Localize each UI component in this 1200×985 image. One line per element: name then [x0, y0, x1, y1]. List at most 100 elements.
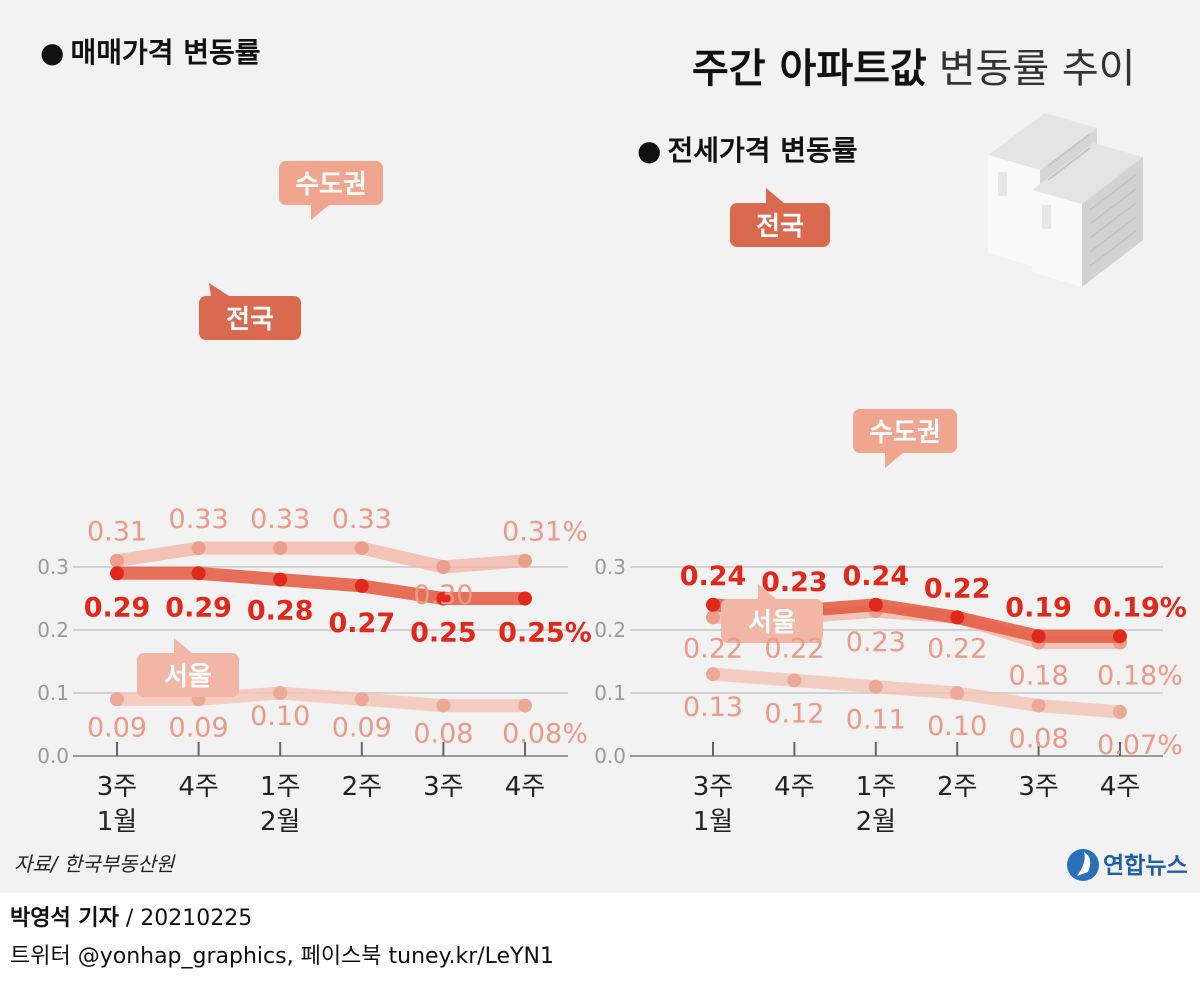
data-label: 0.18: [1009, 661, 1069, 692]
data-label: 0.31: [87, 517, 147, 548]
infographic-title: 주간 아파트값 변동률 추이: [692, 46, 1135, 92]
series-name-label: 서울: [164, 662, 212, 692]
x-tick-label: 4주: [774, 772, 814, 802]
sales-price-chart: ● 매매가격 변동률 0.0 0.1 0.2 0.3 3주 4주 1주 2주 3주 4주 1월 2월 0.0…: [37, 36, 592, 837]
data-point: [436, 591, 451, 606]
data-label: 0.28: [247, 596, 314, 627]
data-point: [110, 692, 124, 707]
x-tick-label: 3주: [1018, 772, 1058, 802]
data-point: [518, 553, 532, 568]
data-point: [518, 698, 532, 713]
data-label: 0.29: [84, 592, 151, 623]
series-line: [110, 686, 532, 713]
data-label: 0.33: [250, 504, 310, 535]
data-label: 0.12: [764, 698, 824, 729]
publish-date: 20210225: [140, 906, 253, 931]
data-label: 0.07%: [1097, 730, 1183, 761]
data-point: [706, 610, 720, 625]
bullet-icon: ●: [40, 36, 64, 69]
data-label: 0.09: [87, 712, 147, 743]
data-point: [1113, 704, 1127, 719]
data-label: 0.33: [332, 504, 392, 535]
reporter-sep: /: [125, 906, 134, 931]
y-tick-label: 0.0: [594, 744, 626, 768]
data-label: 0.08: [413, 719, 473, 750]
data-point: [354, 692, 369, 707]
data-label: 0.23: [846, 627, 906, 658]
data-point: [868, 679, 883, 694]
data-label: 0.29: [165, 592, 232, 623]
y-tick-label: 0.1: [37, 681, 69, 705]
series-name-label: 수도권: [869, 418, 941, 448]
x-tick-label: 3주: [97, 772, 137, 802]
logo-text: 연합뉴스: [1103, 853, 1188, 879]
data-label: 0.09: [332, 712, 392, 743]
data-label: 0.27: [328, 608, 395, 639]
data-point: [191, 566, 206, 581]
data-label: 0.25: [410, 618, 477, 649]
source-note: 자료/ 한국부동산원: [14, 852, 176, 876]
series-line: [110, 566, 532, 605]
data-point: [436, 560, 451, 574]
data-label: 0.24: [680, 561, 747, 592]
data-point: [706, 667, 720, 682]
data-point: [950, 610, 965, 625]
sns-line: 트위터 @yonhap_graphics, 페이스북 tuney.kr/LeYN…: [10, 944, 554, 969]
data-point: [706, 597, 720, 612]
data-label: 0.19: [1005, 592, 1072, 623]
x-tick-label: 2주: [937, 772, 977, 802]
y-tick-label: 0.1: [594, 681, 626, 705]
data-point: [1113, 629, 1127, 644]
data-point: [1031, 698, 1046, 713]
series-name-label: 전국: [226, 305, 274, 335]
y-tick-label: 0.3: [594, 555, 626, 579]
series-name-badge: 서울: [721, 584, 823, 643]
data-point: [787, 673, 802, 688]
chart-title: ● 전세가격 변동률: [637, 134, 858, 167]
data-point: [110, 566, 124, 581]
data-label: 0.11: [846, 705, 906, 736]
series-name-label: 전국: [756, 212, 804, 242]
data-point: [273, 572, 288, 587]
data-label: 0.10: [927, 711, 987, 742]
data-label: 0.33: [169, 504, 229, 535]
charts-canvas: ● 매매가격 변동률 0.0 0.1 0.2 0.3 3주 4주 1주 2주 3주 4주 1월 2월 0.0…: [14, 36, 1188, 881]
series-name-label: 서울: [748, 608, 796, 638]
data-label: 0.19%: [1093, 592, 1187, 623]
data-point: [1031, 629, 1046, 644]
x-tick-label: 4주: [1100, 772, 1140, 802]
x-tick-label: 3주: [423, 772, 463, 802]
data-label: 0.22: [927, 633, 987, 664]
y-tick-label: 0.2: [37, 618, 69, 642]
data-point: [518, 591, 532, 606]
reporter-line: 박영석 기자 / 20210225: [10, 900, 252, 932]
x-month-label: 1월: [97, 807, 137, 837]
data-point: [273, 686, 288, 700]
series-name-badge: 수도권: [279, 161, 383, 220]
series-name-label: 수도권: [295, 170, 367, 200]
series-name-badge: 수도권: [853, 409, 957, 468]
reporter-name: 박영석 기자: [10, 906, 119, 931]
data-label: 0.22: [924, 573, 991, 604]
x-month-label: 1월: [693, 807, 733, 837]
x-tick-label: 4주: [178, 772, 218, 802]
jeonse-price-chart: ● 전세가격 변동률 0.0 0.1 0.2 0.3 3주 4주 1주 2주 3주 4주 1월 2월 0.1…: [594, 134, 1187, 837]
data-point: [354, 541, 369, 556]
y-tick-label: 0.2: [594, 618, 626, 642]
series-line: [706, 667, 1127, 719]
data-label: 0.25%: [498, 618, 592, 649]
data-label: 0.13: [683, 692, 743, 723]
chart-title: ● 매매가격 변동률: [40, 36, 261, 69]
x-tick-label: 4주: [505, 772, 545, 802]
data-label: 0.09: [169, 712, 229, 743]
x-tick-label: 1주: [260, 772, 300, 802]
data-label: 0.30: [413, 580, 473, 611]
data-point: [273, 541, 288, 556]
x-tick-label: 2주: [342, 772, 382, 802]
data-label: 0.24: [842, 561, 909, 592]
y-tick-label: 0.0: [37, 744, 69, 768]
y-tick-label: 0.3: [37, 555, 69, 579]
apartment-building-icon: [988, 113, 1143, 287]
data-label: 0.31%: [502, 517, 588, 548]
